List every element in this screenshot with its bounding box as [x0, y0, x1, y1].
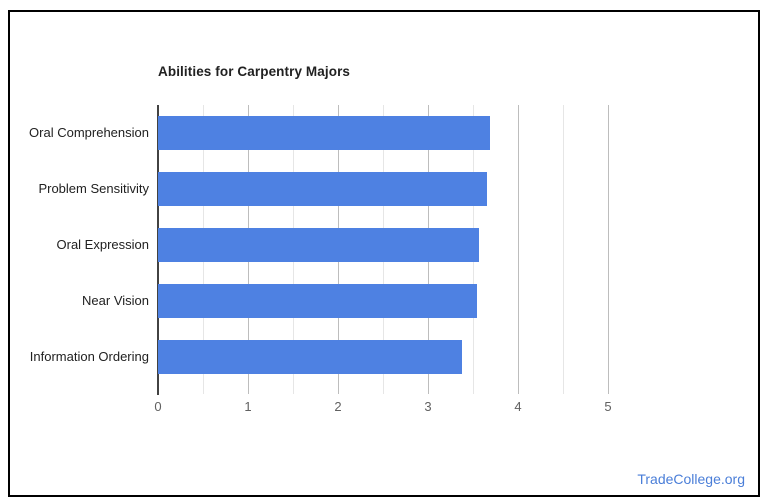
- axis-tick-1.5: [293, 385, 294, 394]
- axis-tick-5: [608, 385, 609, 394]
- bar-4: [158, 340, 463, 374]
- axis-tick-3.5: [473, 385, 474, 394]
- bar-1: [158, 172, 488, 206]
- x-tick-label-4: 4: [514, 399, 522, 414]
- category-label-2: Oral Expression: [56, 237, 149, 252]
- x-tick-label-2: 2: [334, 399, 342, 414]
- gridline-4: [518, 105, 519, 385]
- axis-tick-4.5: [563, 385, 564, 394]
- x-tick-label-1: 1: [244, 399, 252, 414]
- category-label-1: Problem Sensitivity: [38, 181, 149, 196]
- chart-title: Abilities for Carpentry Majors: [158, 64, 351, 79]
- category-label-3: Near Vision: [82, 293, 149, 308]
- axis-tick-4: [518, 385, 519, 394]
- gridline-4.5: [563, 105, 564, 385]
- axis-tick-3: [428, 385, 429, 394]
- bar-0: [158, 116, 491, 150]
- axis-tick-0.5: [203, 385, 204, 394]
- category-label-0: Oral Comprehension: [29, 125, 149, 140]
- category-label-4: Information Ordering: [29, 349, 149, 364]
- chart-frame: Abilities for Carpentry Majors Oral Comp…: [8, 10, 760, 497]
- x-tick-label-0: 0: [154, 399, 162, 414]
- bar-3: [158, 284, 477, 318]
- x-tick-label-3: 3: [424, 399, 432, 414]
- axis-tick-1: [248, 385, 249, 394]
- axis-tick-2: [338, 385, 339, 394]
- footer-link[interactable]: TradeCollege.org: [637, 471, 745, 487]
- x-tick-label-5: 5: [604, 399, 612, 414]
- axis-tick-2.5: [383, 385, 384, 394]
- gridline-5: [608, 105, 609, 385]
- plot-area: [157, 105, 609, 395]
- bar-2: [158, 228, 480, 262]
